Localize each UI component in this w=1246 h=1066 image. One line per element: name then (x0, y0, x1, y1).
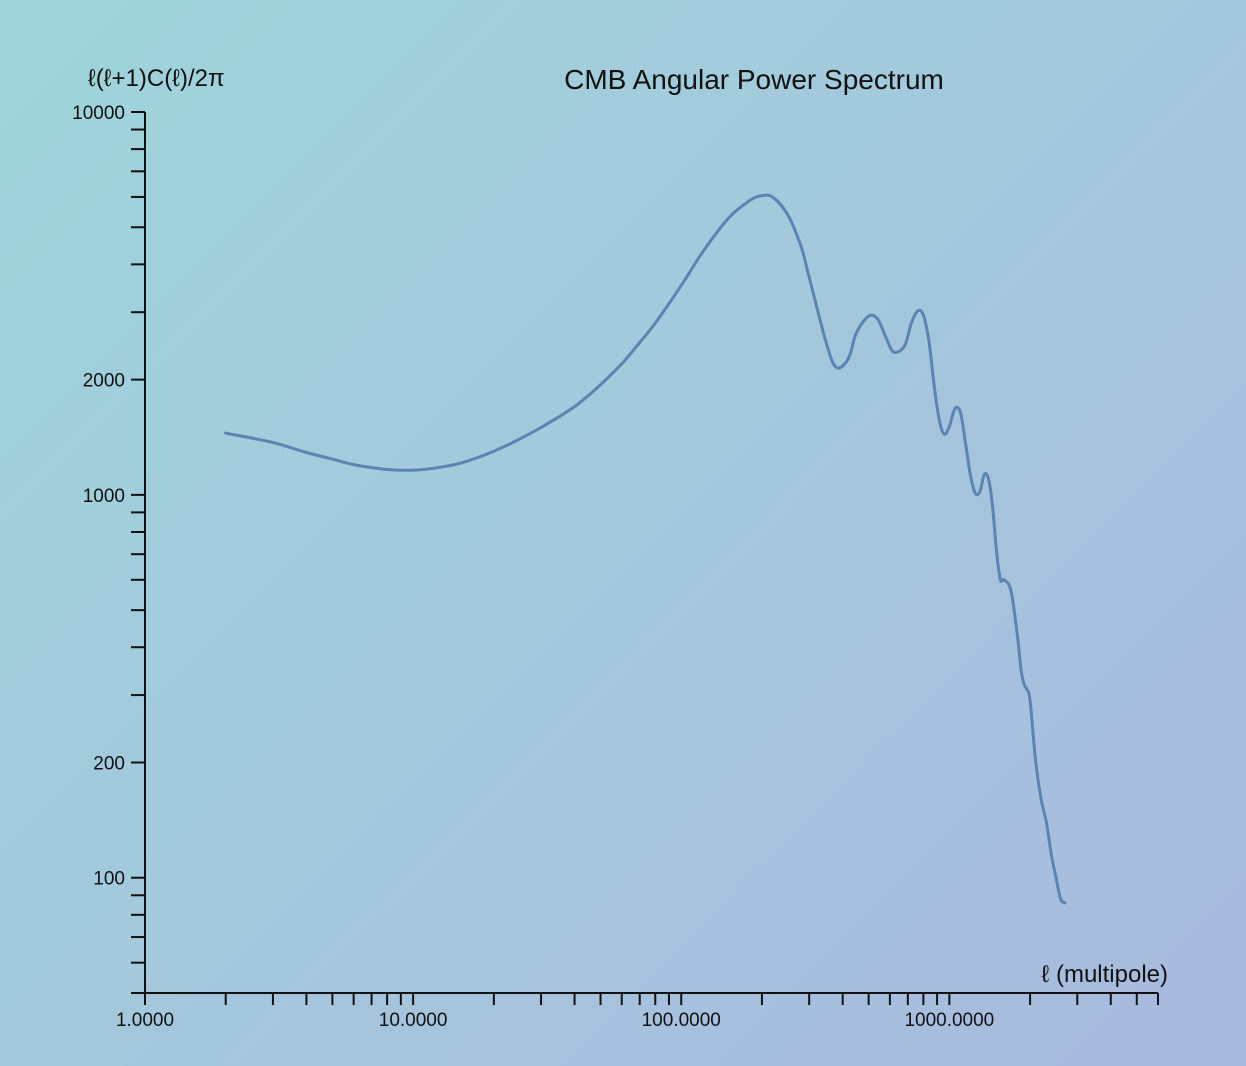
y-tick-label: 100 (93, 869, 125, 890)
y-tick-label: 2000 (83, 371, 125, 392)
plot-area (224, 193, 1067, 905)
x-tick-label: 10.0000 (379, 1010, 448, 1031)
y-tick-label: 1000 (83, 486, 125, 507)
y-axis: 100 200 1000 2000 10000 (72, 103, 146, 994)
x-tick-label: 100.0000 (642, 1010, 721, 1031)
x-axis-label: ℓ (multipole) (1042, 961, 1168, 988)
x-tick-label: 1000.0000 (904, 1010, 994, 1031)
x-tick-label: 1.0000 (116, 1010, 174, 1031)
chart-title: CMB Angular Power Spectrum (564, 64, 944, 95)
y-tick-label: 10000 (72, 103, 125, 124)
y-tick-label: 200 (93, 753, 125, 774)
power-spectrum-line (224, 193, 1067, 905)
x-axis: 1.0000 10.0000 100.0000 1000.0000 (116, 992, 1159, 1031)
y-axis-label: ℓ(ℓ+1)C(ℓ)/2π (88, 65, 225, 92)
